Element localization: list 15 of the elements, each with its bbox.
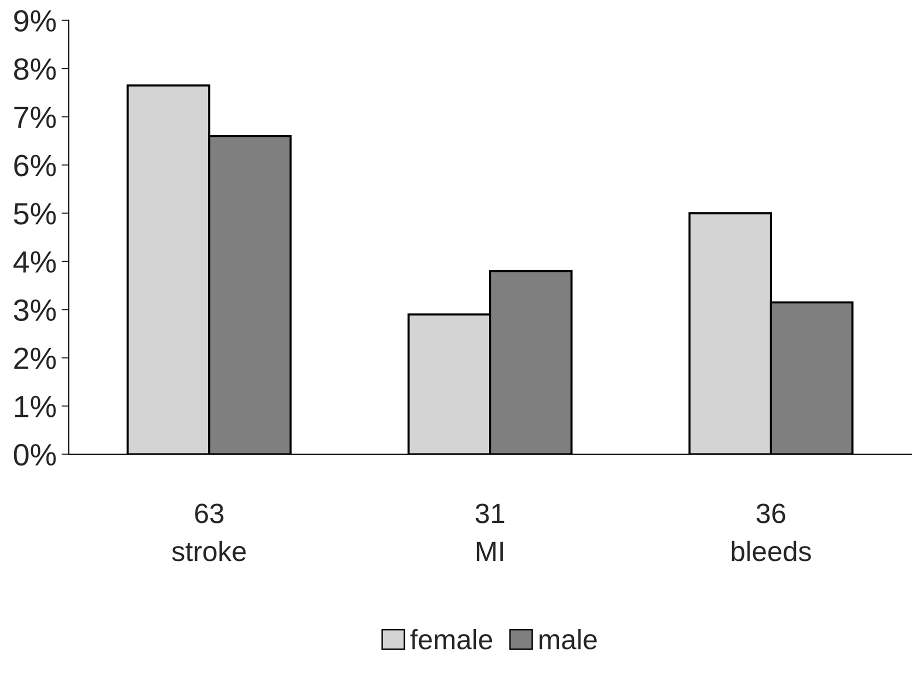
legend-label: male [540,629,597,650]
y-tick-label: 3% [14,299,56,321]
x-tick-label: 36 bleeds [732,504,811,562]
y-tick-label: 0% [14,444,56,466]
y-tick-label: 1% [15,396,56,418]
y-tick-label: 5% [14,203,56,225]
y-tick-label: 7% [14,106,56,128]
y-tick-label: 8% [14,58,56,80]
x-tick-label: 31 MI [476,504,504,561]
legend-label: female [410,629,492,650]
y-tick-label: 4% [13,251,56,273]
y-tick-label: 9% [14,10,56,32]
x-tick-label: 63 stroke [172,504,246,562]
y-tick-label: 2% [14,348,56,370]
y-tick-label: 6% [14,154,56,176]
